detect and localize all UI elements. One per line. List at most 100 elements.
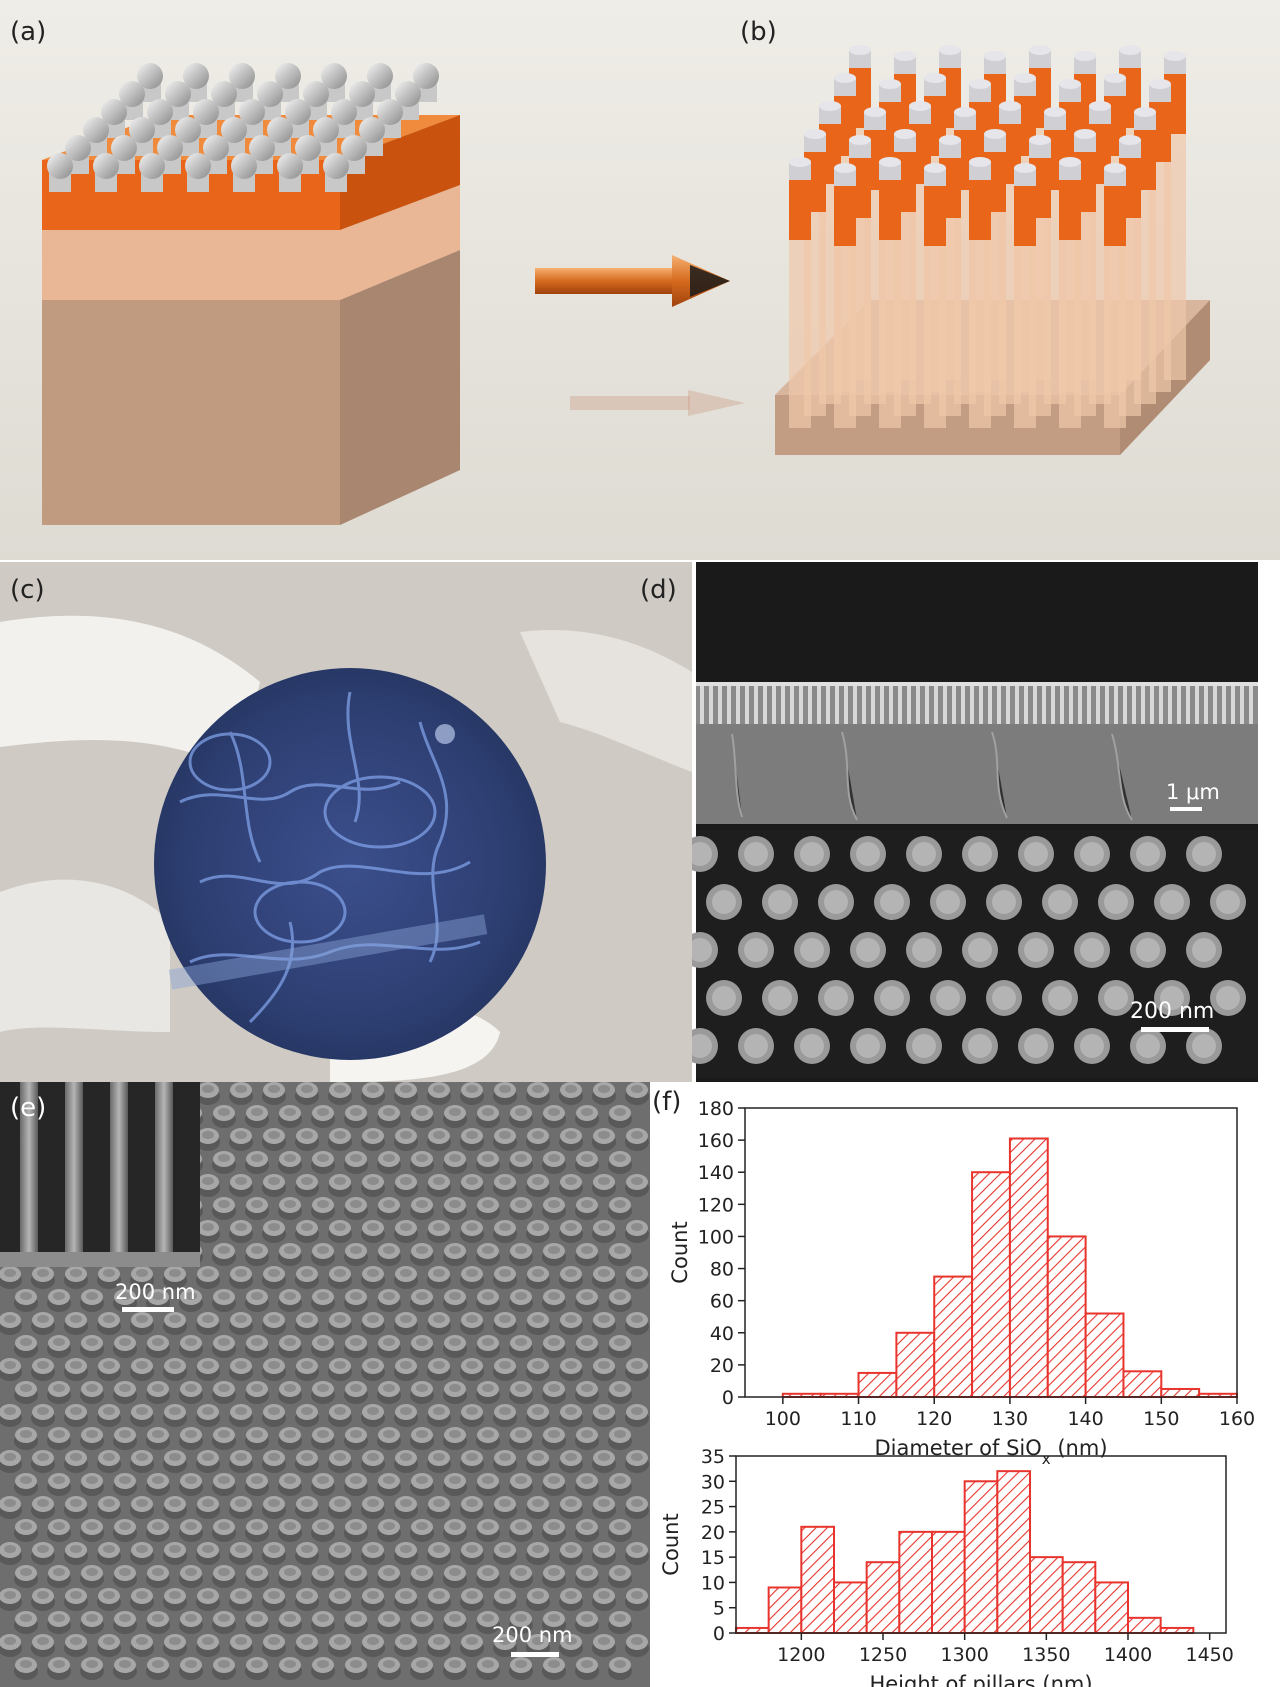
histogram-bar xyxy=(898,1530,933,1635)
nanosphere xyxy=(277,153,303,192)
pillar-line xyxy=(727,682,731,726)
pillar-line xyxy=(970,682,974,726)
histogram-bar xyxy=(800,1525,835,1634)
x-tick-label: 1450 xyxy=(1185,1644,1233,1666)
pillar-line xyxy=(745,682,749,726)
pillar-line xyxy=(709,682,713,726)
nanosphere xyxy=(203,135,229,174)
histogram-bar xyxy=(971,1171,1011,1398)
y-tick-label: 15 xyxy=(701,1547,725,1569)
pillar-line xyxy=(1087,682,1091,726)
pillar-line xyxy=(1024,682,1028,726)
y-tick-label: 25 xyxy=(701,1497,725,1519)
pillar-line xyxy=(862,682,866,726)
histogram-bar xyxy=(857,1371,898,1398)
x-axis-label: Diameter of SiOx (nm) xyxy=(874,1436,1107,1468)
y-tick-label: 60 xyxy=(710,1291,734,1313)
y-tick-label: 20 xyxy=(701,1522,725,1544)
sem-panel-e: (e) 200 nm 200 nm xyxy=(0,1082,650,1687)
histogram-bar xyxy=(1160,1387,1201,1399)
pillar-line xyxy=(808,682,812,726)
pillar-line xyxy=(1240,682,1244,726)
pillar-line xyxy=(1186,682,1190,726)
pillar-line xyxy=(952,682,956,726)
nanosphere xyxy=(65,135,91,174)
pillar-line xyxy=(961,682,965,726)
pillar-line xyxy=(763,682,767,726)
tilted-pillar-array xyxy=(0,1082,649,1680)
nanopillar xyxy=(1014,163,1036,428)
pillar-line xyxy=(754,682,758,726)
nanosphere-array xyxy=(47,63,439,192)
histogram-bar xyxy=(1061,1561,1097,1635)
nanopillar xyxy=(789,157,811,428)
pillar-line xyxy=(1195,682,1199,726)
histogram-bar xyxy=(1159,1626,1195,1635)
y-axis-label: Count xyxy=(659,1513,683,1575)
nanopillar xyxy=(1059,157,1081,428)
histogram-bar xyxy=(865,1561,901,1635)
histogram-bar xyxy=(1122,1370,1163,1398)
pillar-line xyxy=(1051,682,1055,726)
pillar-line xyxy=(1213,682,1217,726)
histogram-bar xyxy=(931,1530,966,1635)
pillar-line xyxy=(790,682,794,726)
pillar-line xyxy=(1033,682,1037,726)
y-tick-label: 80 xyxy=(710,1259,734,1281)
plot-frame xyxy=(744,1107,1238,1398)
histogram-bar xyxy=(833,1581,868,1634)
y-tick-label: 0 xyxy=(722,1387,734,1409)
histogram-bar xyxy=(1127,1616,1162,1634)
pillar-line xyxy=(799,682,803,726)
nanopillar xyxy=(879,157,901,428)
pillar-line xyxy=(943,682,947,726)
nanosphere xyxy=(47,153,73,192)
nanosphere xyxy=(185,153,211,192)
x-tick-label: 1200 xyxy=(777,1644,825,1666)
pillar-line xyxy=(772,682,776,726)
wafer-photo: (c) xyxy=(0,562,692,1082)
wafer-crack-pattern xyxy=(179,691,481,1024)
nanosphere xyxy=(129,117,155,156)
nanopillar xyxy=(924,163,946,428)
pillar-line xyxy=(1114,682,1118,726)
pillar-line xyxy=(907,682,911,726)
y-tick-label: 40 xyxy=(710,1323,734,1345)
pillar-line xyxy=(934,682,938,726)
histogram-bar xyxy=(1094,1581,1130,1634)
pillar-line xyxy=(1222,682,1226,726)
panel-label-c: (c) xyxy=(10,575,45,605)
inset-cross-section xyxy=(0,1082,200,1267)
pillar-line xyxy=(1141,682,1145,726)
y-tick-label: 35 xyxy=(701,1446,725,1468)
nanosphere xyxy=(93,153,119,192)
plot-frame xyxy=(735,1455,1227,1634)
pillar-line xyxy=(1060,682,1064,726)
pillar-line xyxy=(1078,682,1082,726)
histogram-bar xyxy=(1084,1312,1125,1398)
x-tick-label: 1400 xyxy=(1104,1644,1152,1666)
histogram-bar xyxy=(1029,1556,1064,1634)
histogram-bar xyxy=(767,1586,803,1635)
x-tick-label: 130 xyxy=(992,1408,1028,1430)
pillar-line xyxy=(988,682,992,726)
y-tick-label: 120 xyxy=(698,1194,734,1216)
wafer xyxy=(154,668,546,1060)
scalebar-label-d-bottom: 200 nm xyxy=(1130,999,1214,1024)
pillar-line xyxy=(1159,682,1163,726)
nanosphere xyxy=(321,63,347,102)
pillar-line xyxy=(1069,682,1073,726)
panel-label-e: (e) xyxy=(10,1093,46,1123)
pillar-line xyxy=(1015,682,1019,726)
pillar-line xyxy=(700,682,704,726)
sem-image-e: (e) 200 nm 200 nm xyxy=(0,1082,650,1687)
pillar-line xyxy=(979,682,983,726)
nanopillar xyxy=(834,163,856,428)
y-tick-label: 30 xyxy=(701,1471,725,1493)
panel-label-d-outer: (d) xyxy=(640,575,677,605)
y-tick-label: 100 xyxy=(698,1226,734,1248)
x-tick-label: 110 xyxy=(840,1408,876,1430)
pillar-line xyxy=(1123,682,1127,726)
pillar-line xyxy=(1150,682,1154,726)
